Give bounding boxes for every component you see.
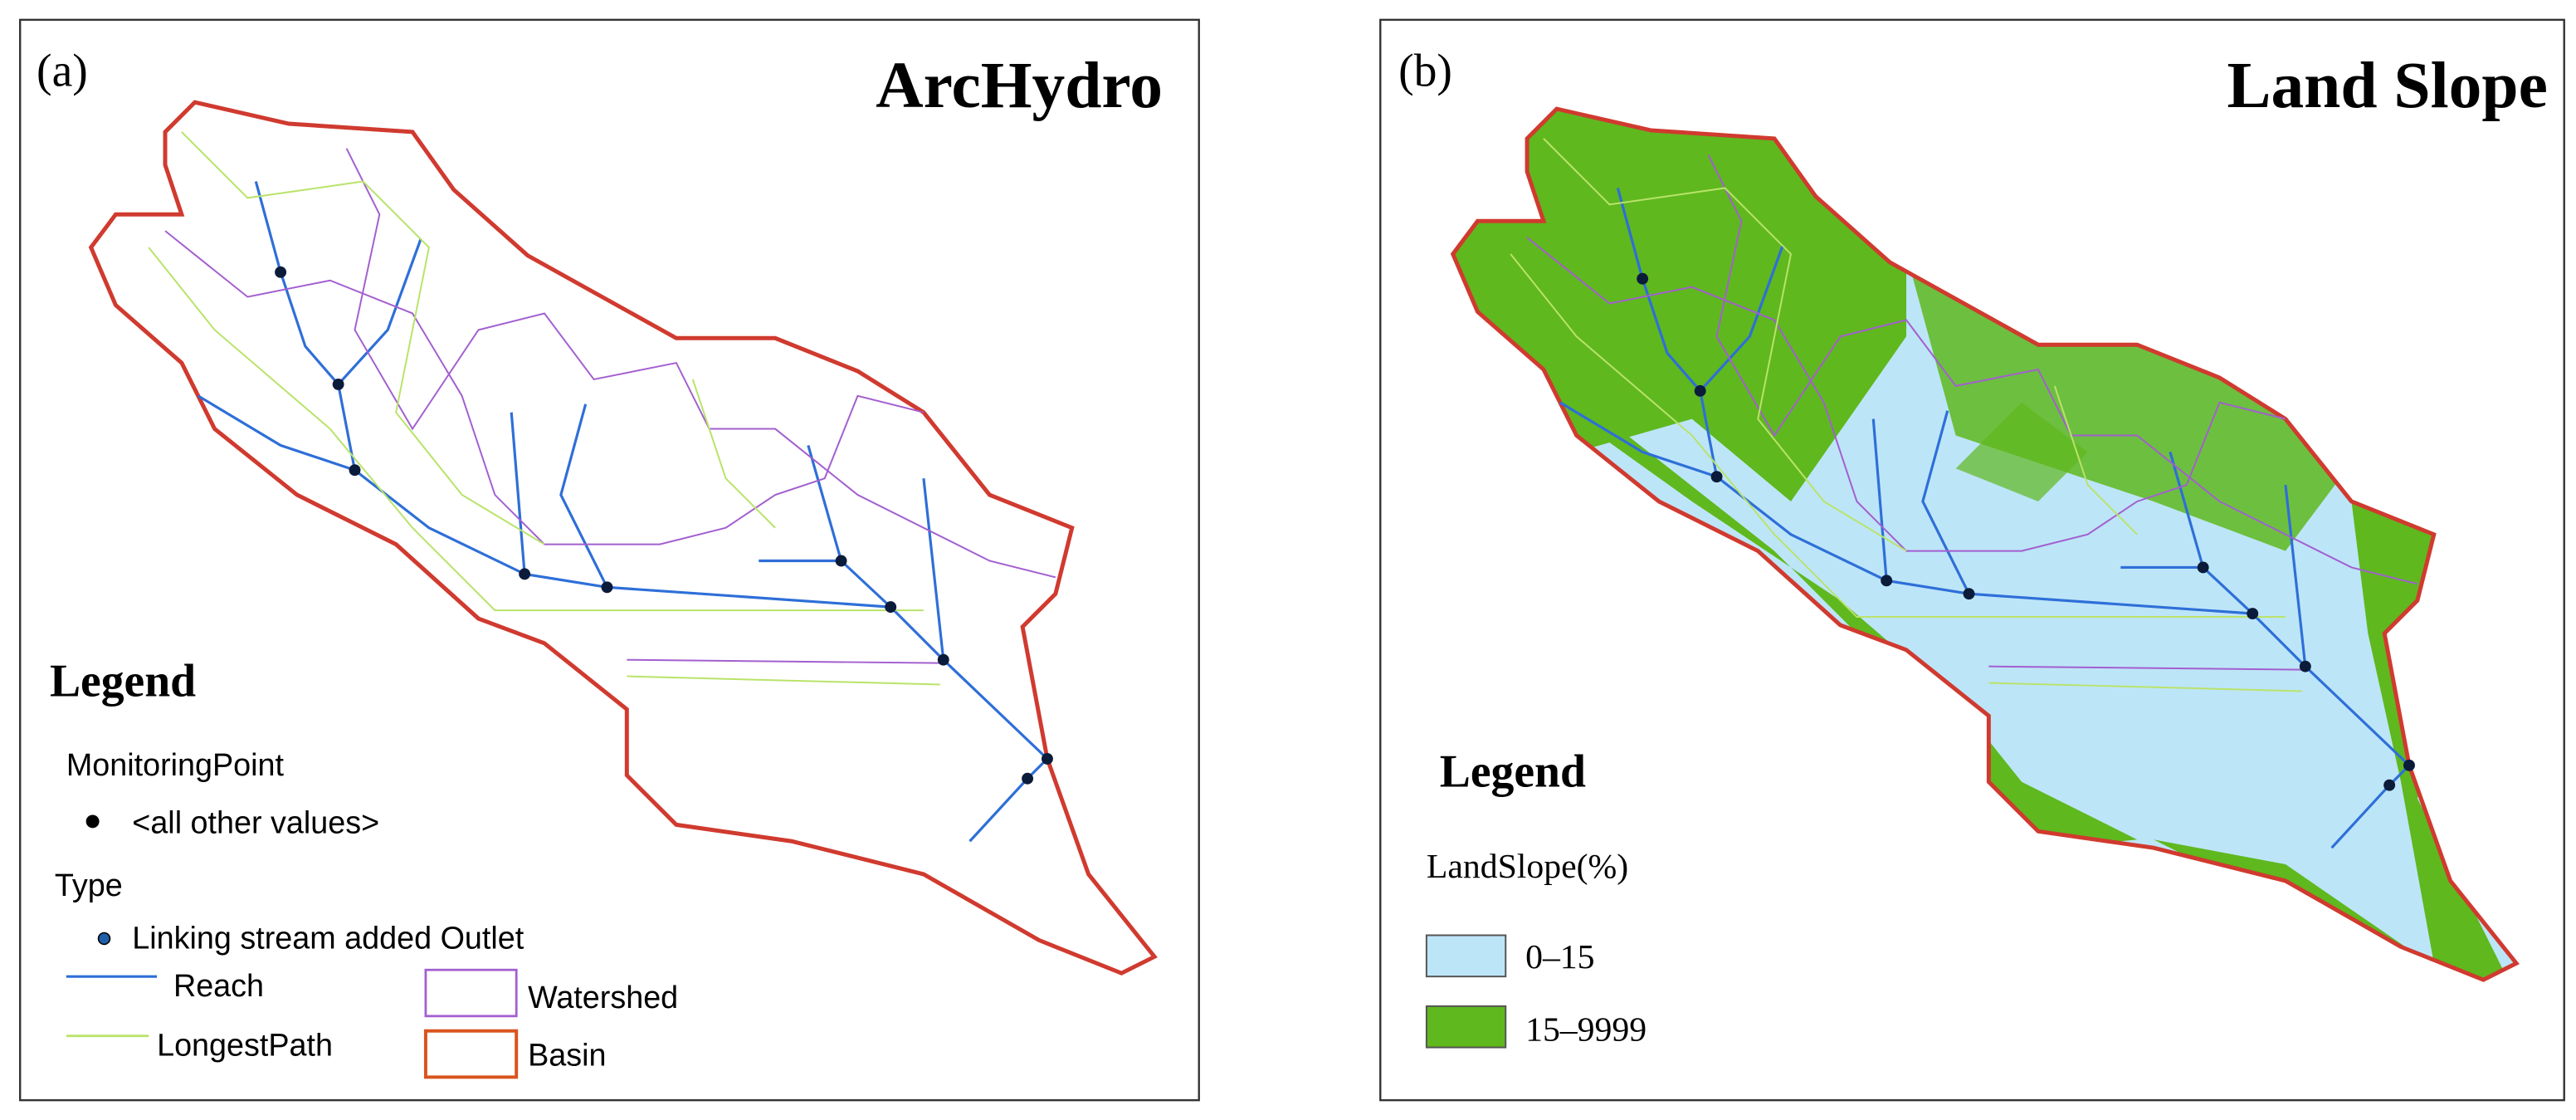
- legend-item: LongestPath: [157, 1028, 333, 1063]
- panel-label: (b): [1398, 45, 1452, 96]
- legend-item: Watershed: [528, 980, 678, 1015]
- legend-item: 0–15: [1525, 938, 1594, 976]
- legend-heading: MonitoringPoint: [66, 747, 285, 782]
- panel-title: ArcHydro: [876, 49, 1163, 122]
- legend-item: <all other values>: [132, 805, 379, 839]
- legend-symbol: [423, 1029, 519, 1079]
- legend-swatch: [1425, 1005, 1507, 1049]
- legend-item: Reach: [173, 968, 264, 1003]
- legend-title: Legend: [1440, 746, 1586, 798]
- legend-item: Basin: [528, 1037, 606, 1072]
- legend-symbol: [424, 968, 518, 1018]
- legend-item: 15–9999: [1525, 1011, 1647, 1049]
- legend-heading: Type: [55, 868, 123, 902]
- legend-title: Legend: [50, 655, 196, 707]
- legend-symbol: [97, 932, 111, 946]
- legend-symbol: [85, 814, 100, 829]
- legend-swatch: [1425, 934, 1507, 978]
- panel-b: (b) Land Slope Legend LandSlope(%) 0–15 …: [1379, 18, 2565, 1102]
- panel-label: (a): [37, 45, 88, 96]
- panel-a: (a) ArcHydro Legend MonitoringPoint <all…: [19, 18, 1200, 1102]
- legend-item: Linking stream added Outlet: [132, 920, 524, 955]
- panel-title: Land Slope: [2227, 49, 2547, 122]
- legend-heading: LandSlope(%): [1427, 848, 1628, 886]
